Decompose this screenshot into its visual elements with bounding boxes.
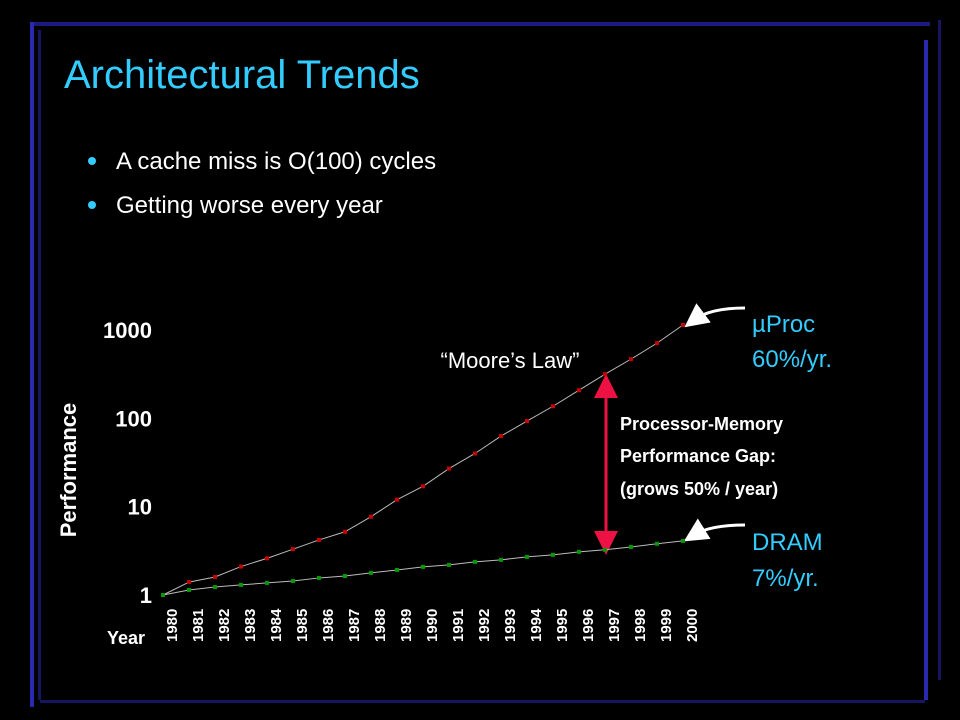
- data-point: [447, 466, 451, 471]
- data-point: [421, 564, 425, 569]
- data-point: [525, 419, 529, 424]
- x-tick-label: 1992: [476, 609, 493, 642]
- data-point: [343, 529, 347, 534]
- data-point: [421, 484, 425, 489]
- data-point: [499, 557, 503, 562]
- data-point: [369, 570, 373, 575]
- data-point: [239, 564, 243, 569]
- frame-top: [30, 22, 930, 26]
- frame-right: [924, 40, 928, 700]
- bullet: Getting worse every year: [116, 192, 383, 219]
- annotation: “Moore’s Law”: [441, 348, 580, 373]
- data-point: [317, 537, 321, 542]
- x-tick-label: 1993: [502, 609, 519, 642]
- data-point: [577, 388, 581, 393]
- data-point: [395, 497, 399, 502]
- x-tick-label: 1984: [268, 608, 285, 642]
- x-tick-label: 1991: [450, 609, 467, 642]
- series-label: DRAM: [752, 529, 823, 556]
- x-tick-label: 1997: [606, 609, 623, 642]
- annotation: Processor-Memory: [620, 414, 783, 434]
- x-tick-label: 1986: [320, 609, 337, 642]
- bullet: A cache miss is O(100) cycles: [116, 148, 436, 175]
- data-point: [525, 554, 529, 559]
- data-point: [291, 579, 295, 584]
- frame-right-outer: [938, 20, 941, 680]
- data-point: [343, 574, 347, 579]
- frame-left-inner: [38, 30, 41, 700]
- y-axis-label: Performance: [56, 403, 81, 538]
- data-point: [447, 562, 451, 567]
- data-point: [161, 593, 165, 597]
- data-point: [213, 574, 217, 579]
- data-point: [395, 567, 399, 572]
- annotation: Performance Gap:: [620, 446, 776, 466]
- x-tick-label: 1995: [554, 609, 571, 642]
- data-point: [265, 556, 269, 561]
- data-point: [681, 322, 685, 327]
- x-tick-label: 1996: [580, 609, 597, 642]
- x-tick-label: 1999: [658, 609, 675, 642]
- callout-arrow: [683, 518, 746, 542]
- data-point: [213, 585, 217, 590]
- slide-title: Architectural Trends: [64, 53, 420, 97]
- x-tick-label: 1987: [346, 609, 363, 642]
- data-point: [603, 372, 607, 377]
- frame-bottom: [40, 700, 925, 703]
- data-point: [551, 404, 555, 409]
- data-point: [187, 580, 191, 585]
- data-point: [317, 575, 321, 580]
- annotation: 60%/yr.: [752, 346, 832, 373]
- x-tick-label: 1990: [424, 609, 441, 642]
- data-point: [369, 514, 373, 519]
- data-point: [629, 544, 633, 549]
- annotation: (grows 50% / year): [620, 479, 778, 499]
- data-point: [187, 587, 191, 592]
- y-tick-label: 1000: [103, 318, 152, 343]
- data-point: [473, 451, 477, 456]
- y-tick-label: 1: [140, 583, 152, 608]
- data-point: [603, 547, 607, 552]
- x-tick-label: 1981: [190, 609, 207, 642]
- series-label: µProc: [752, 311, 815, 338]
- data-point: [265, 580, 269, 585]
- x-tick-label: 1989: [398, 609, 415, 642]
- x-tick-label: 1998: [632, 609, 649, 642]
- annotation: 7%/yr.: [752, 565, 819, 592]
- bullet-dot: [88, 157, 96, 165]
- data-point: [681, 538, 685, 543]
- data-point: [499, 434, 503, 439]
- data-point: [473, 559, 477, 564]
- y-tick-label: 100: [115, 406, 152, 431]
- frame-left: [30, 22, 34, 707]
- data-point: [291, 547, 295, 552]
- data-point: [629, 357, 633, 362]
- data-point: [655, 541, 659, 546]
- data-point: [577, 549, 581, 554]
- callout-arrow: [684, 303, 746, 328]
- bullet-dot: [88, 201, 96, 209]
- x-tick-label: 1988: [372, 609, 389, 642]
- x-tick-label: 2000: [684, 609, 701, 642]
- x-tick-label: 1982: [216, 609, 233, 642]
- x-axis-label: Year: [107, 628, 145, 648]
- x-tick-label: 1985: [294, 609, 311, 642]
- data-point: [239, 582, 243, 587]
- x-tick-label: 1983: [242, 609, 259, 642]
- x-tick-label: 1980: [164, 609, 181, 642]
- x-tick-label: 1994: [528, 608, 545, 642]
- data-point: [655, 341, 659, 346]
- y-tick-label: 10: [128, 495, 152, 520]
- data-point: [551, 552, 555, 557]
